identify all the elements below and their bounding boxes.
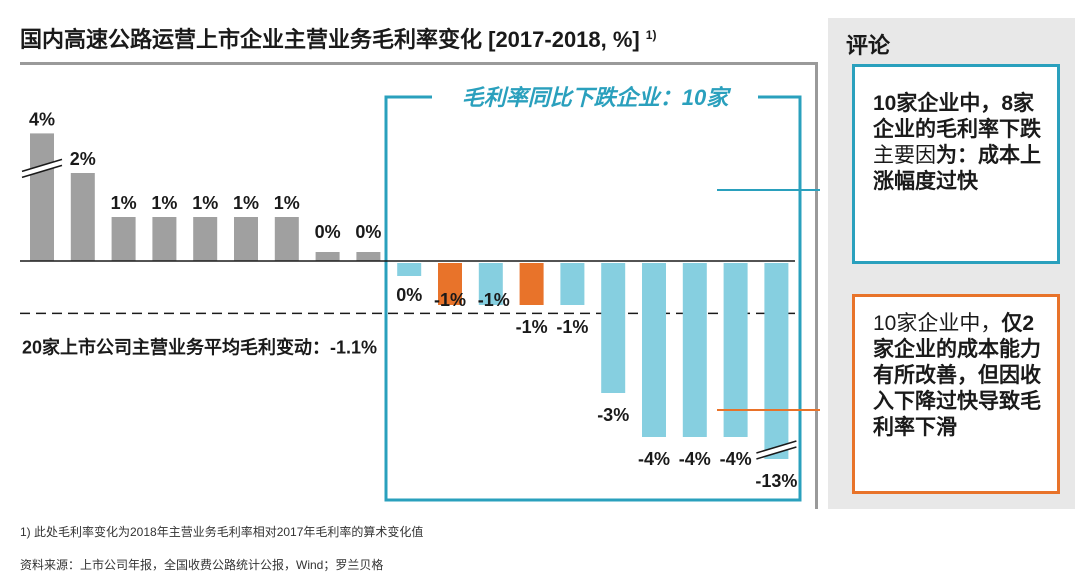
page-title: 国内高速公路运营上市企业主营业务毛利率变化 [2017-2018, %] 1)	[20, 22, 656, 54]
bar-label-1: 4%	[29, 109, 55, 129]
bar-2	[70, 173, 95, 261]
bar-label-12: -1%	[478, 290, 510, 310]
bar-label-16: -4%	[638, 449, 670, 469]
bar-label-9: 0%	[355, 222, 381, 242]
bar-7	[274, 217, 299, 261]
bar-label-19: -13%	[755, 471, 797, 491]
bar-8	[315, 252, 340, 261]
bar-label-2: 2%	[70, 149, 96, 169]
bar-9	[356, 252, 381, 261]
bar-label-8: 0%	[315, 222, 341, 242]
comment-box1-part1: 10家企业中，8家企业的毛利率下跌	[873, 92, 1041, 141]
axis-break-mark-1b	[21, 164, 63, 179]
bar-label-7: 1%	[274, 193, 300, 213]
axis-break-mark-19b	[756, 446, 797, 460]
axis-break-mark-1a	[21, 158, 63, 173]
bar-12	[478, 263, 503, 305]
decline-group-label: 毛利率同比下跌企业：10家	[462, 85, 731, 110]
bar-5	[193, 217, 218, 261]
source-note: 资料来源：上市公司年报，全国收费公路统计公报，Wind；罗兰贝格	[20, 558, 384, 572]
bar-label-3: 1%	[111, 193, 137, 213]
bar-label-11: -1%	[434, 290, 466, 310]
bar-label-18: -4%	[720, 449, 752, 469]
bar-13	[519, 263, 544, 305]
comment-box2-part2: 仅2家企业的成本能力有所改善，但因收入下降过快导致毛利率下滑	[873, 312, 1041, 439]
bar-3	[111, 217, 136, 261]
comment-box2-part1: 10家企业中，	[873, 312, 1002, 335]
decline-group-frame: 毛利率同比下跌企业：10家	[384, 85, 802, 502]
bar-17	[682, 263, 707, 437]
title-rule	[20, 62, 818, 65]
bar-14	[560, 263, 585, 305]
axis-break-gap-1	[22, 159, 62, 178]
bar-label-5: 1%	[192, 193, 218, 213]
comment-box-improve: 10家企业中，仅2家企业的成本能力有所改善，但因收入下降过快导致毛利率下滑	[852, 294, 1060, 494]
bar-label-15: -3%	[597, 405, 629, 425]
bar-11	[438, 263, 462, 305]
bar-label-13: -1%	[516, 317, 548, 337]
bar-chart: 毛利率同比下跌企业：10家 20家上市公司主营业务平均毛利变动：-1.1% 4%…	[20, 85, 820, 502]
bar-18	[723, 263, 748, 437]
bar-15	[601, 263, 626, 393]
title-text: 国内高速公路运营上市企业主营业务毛利率变化 [2017-2018, %]	[20, 27, 640, 52]
axis-break-gap-19	[756, 441, 797, 459]
average-label: 20家上市公司主营业务平均毛利变动：-1.1%	[22, 336, 377, 357]
bar-label-6: 1%	[233, 193, 259, 213]
bar-16	[642, 263, 666, 437]
bar-label-4: 1%	[151, 193, 177, 213]
comment-title: 评论	[846, 33, 891, 58]
bar-6	[234, 217, 258, 261]
axis-break-mark-19a	[756, 440, 797, 454]
bar-19	[764, 263, 789, 459]
comment-box1-part3: 为：成本上涨幅度过快	[873, 144, 1041, 193]
bar-4	[152, 217, 177, 261]
bar-label-14: -1%	[556, 317, 588, 337]
title-note: 1)	[645, 27, 657, 42]
chart-right-rule	[815, 62, 818, 509]
comment-box1-part2: 主要因	[873, 144, 936, 167]
bar-1	[30, 133, 54, 261]
bar-label-10: 0%	[396, 285, 422, 305]
comment-box-decline: 10家企业中，8家企业的毛利率下跌主要因为：成本上涨幅度过快	[852, 64, 1060, 264]
footnote: 1) 此处毛利率变化为2018年主营业务毛利率相对2017年毛利率的算术变化值	[20, 525, 424, 539]
bar-10	[397, 263, 422, 276]
bar-label-17: -4%	[679, 449, 711, 469]
